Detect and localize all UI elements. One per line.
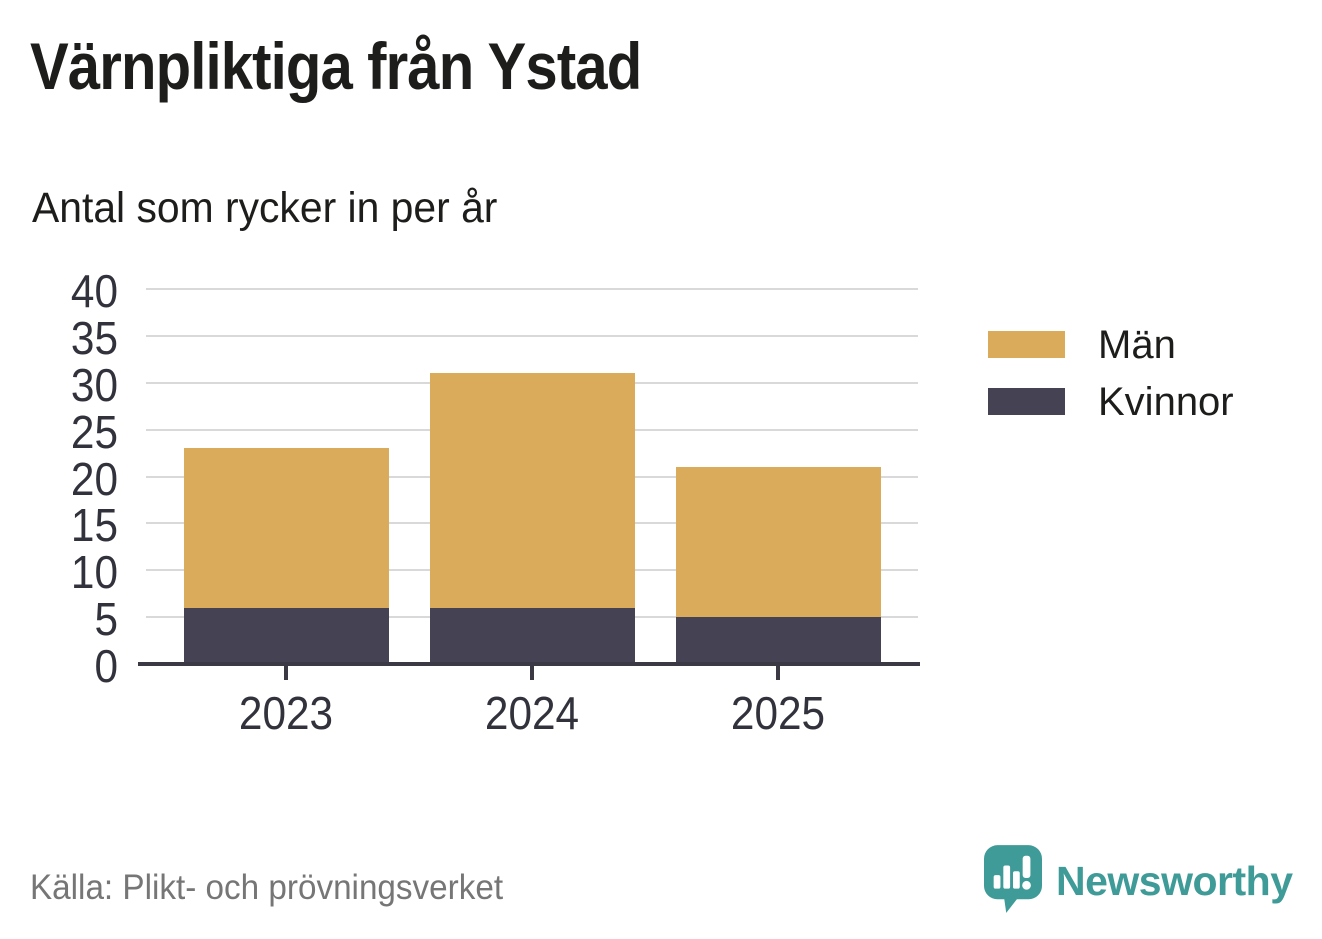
bar-2023-kvinnor: [183, 607, 389, 664]
gridline-y-40: [146, 288, 918, 290]
x-axis-tick-label-2025: 2025: [730, 687, 826, 739]
y-axis-tick-label: 15: [70, 499, 118, 552]
x-axis-tick-label-2024: 2024: [484, 687, 580, 739]
legend-item-kvinnor: Kvinnor: [988, 382, 1234, 422]
bar-2024-män: [429, 373, 635, 608]
newsworthy-logo: Newsworthy: [984, 845, 1293, 918]
legend-swatch-män: [988, 331, 1065, 358]
gridline-y-35: [146, 334, 918, 337]
x-axis-tick: [776, 666, 780, 680]
chart-legend: Män Kvinnor: [988, 325, 1234, 445]
y-axis-tick-label: 35: [70, 311, 118, 364]
y-axis-tick-label: 10: [70, 546, 118, 599]
x-axis-tick-label-2023: 2023: [238, 687, 334, 739]
x-axis-tick: [284, 666, 288, 680]
legend-label-kvinnor: Kvinnor: [1098, 379, 1234, 424]
source-caption: Källa: Plikt- och prövningsverket: [30, 868, 504, 907]
newsworthy-wordmark: Newsworthy: [1056, 858, 1293, 904]
legend-item-män: Män: [988, 325, 1234, 365]
bar-2025-kvinnor: [675, 617, 881, 664]
newsworthy-speech-bubble-chart-icon: [984, 845, 1042, 918]
legend-label-män: Män: [1098, 322, 1176, 367]
y-axis-tick-label: 20: [70, 452, 118, 505]
y-axis-tick-label: 0: [94, 640, 118, 692]
legend-swatch-kvinnor: [988, 388, 1065, 415]
y-axis-tick-label: 40: [70, 265, 118, 317]
y-axis-tick-label: 30: [70, 358, 118, 411]
y-axis-tick-label: 25: [70, 405, 118, 458]
x-axis-line: [138, 662, 920, 666]
bar-2024-kvinnor: [429, 607, 635, 664]
page-title: Värnpliktiga från Ystad: [30, 29, 642, 103]
y-axis-tick-label: 5: [94, 593, 118, 646]
bar-2023-män: [183, 448, 389, 608]
bar-2025-män: [675, 467, 881, 618]
chart-subtitle: Antal som rycker in per år: [32, 184, 498, 232]
x-axis-tick: [530, 666, 534, 680]
